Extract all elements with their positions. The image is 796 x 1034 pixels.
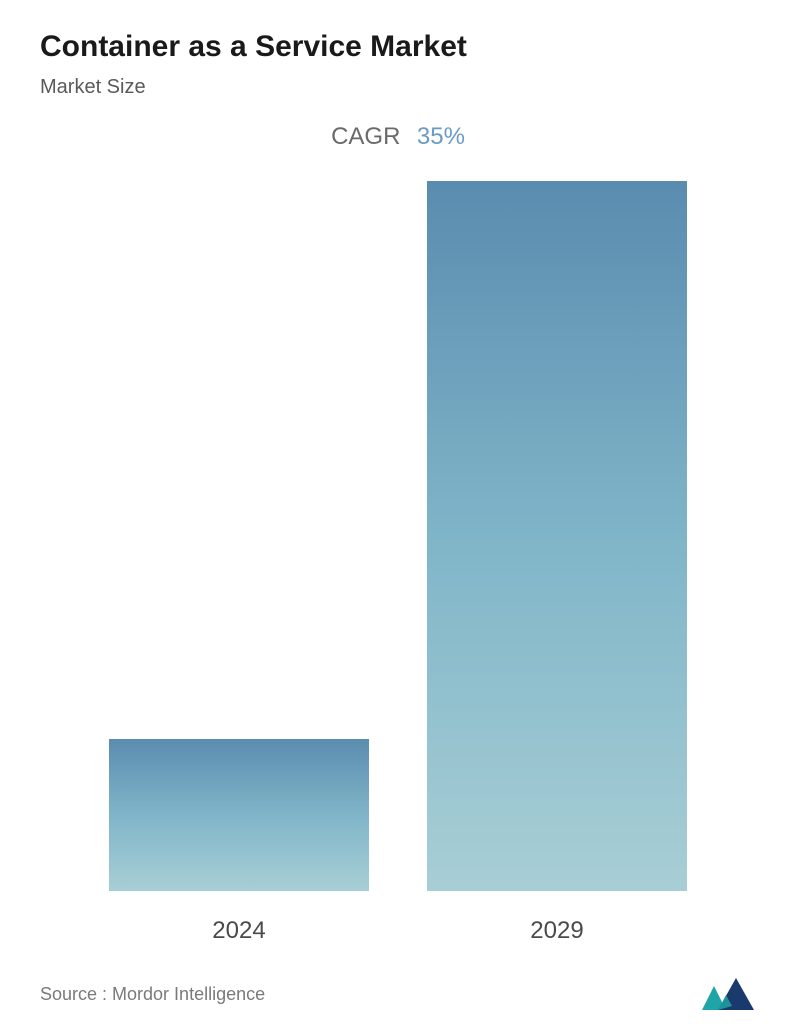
chart-footer: Source : Mordor Intelligence xyxy=(40,976,756,1012)
cagr-row: CAGR 35% xyxy=(40,123,756,151)
bar-2029 xyxy=(427,181,687,891)
bar-group-0 xyxy=(109,739,369,891)
x-label-1: 2029 xyxy=(427,917,687,945)
x-axis-labels: 2024 2029 xyxy=(40,901,756,945)
bar-group-1 xyxy=(427,181,687,891)
chart-title: Container as a Service Market xyxy=(40,30,756,64)
source-text: Source : Mordor Intelligence xyxy=(40,984,265,1005)
cagr-value: 35% xyxy=(417,123,465,150)
bar-chart xyxy=(40,171,756,901)
mordor-logo-icon xyxy=(700,976,756,1012)
cagr-label: CAGR xyxy=(331,123,400,150)
x-label-0: 2024 xyxy=(109,917,369,945)
bar-2024 xyxy=(109,739,369,891)
chart-subtitle: Market Size xyxy=(40,76,756,99)
